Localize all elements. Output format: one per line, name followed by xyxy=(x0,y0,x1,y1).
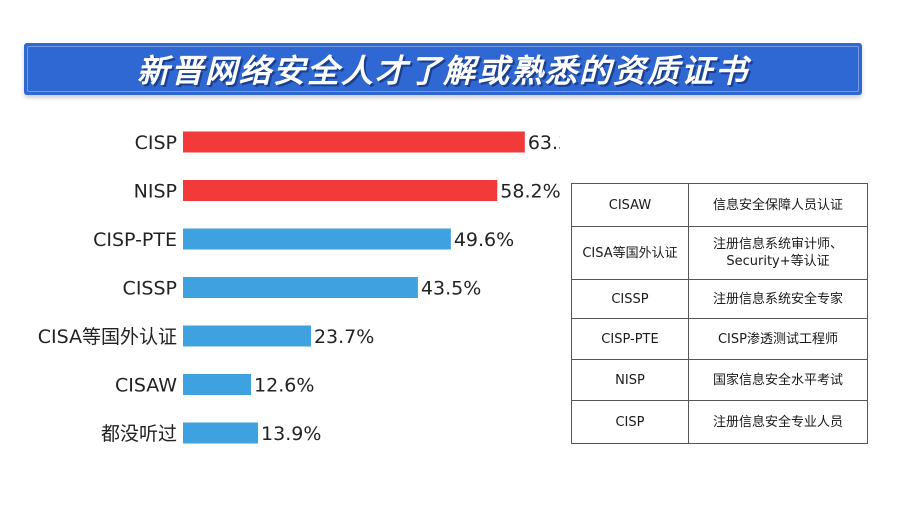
bar-chart: CISP 63.3% NISP 58.2% CISP-PTE 49.6% CISSP 43.5… xyxy=(38,131,560,445)
description-line: 注册信息系统审计师、 xyxy=(712,237,843,252)
bar xyxy=(183,228,451,250)
certificate-name: CISAW xyxy=(571,183,689,227)
table-row: CISA等国外认证 注册信息系统审计师、 Security+等认证 xyxy=(571,226,868,280)
value-label: 63.3% xyxy=(528,132,560,154)
certificate-description: 注册信息安全专业人员 xyxy=(688,400,868,444)
title-banner: 新晋网络安全人才了解或熟悉的资质证书 xyxy=(24,43,862,95)
description-line: CISP渗透测试工程师 xyxy=(717,331,838,347)
description-line: 信息安全保障人员认证 xyxy=(712,197,843,213)
value-label: 23.7% xyxy=(314,326,374,348)
table-row: CISSP 注册信息系统安全专家 xyxy=(571,279,868,319)
certificate-description: 注册信息系统审计师、 Security+等认证 xyxy=(688,226,868,280)
certificate-name: CISP-PTE xyxy=(571,318,689,360)
table-row: CISAW 信息安全保障人员认证 xyxy=(571,183,868,227)
bar xyxy=(183,325,311,347)
bar xyxy=(183,180,498,201)
certificate-description: 注册信息系统安全专家 xyxy=(688,279,868,319)
table-row: CISP-PTE CISP渗透测试工程师 xyxy=(571,318,868,360)
value-label: 12.6% xyxy=(254,375,314,397)
value-label: 43.5% xyxy=(421,278,481,300)
category-label: CISSP xyxy=(123,278,177,300)
certificate-description: 国家信息安全水平考试 xyxy=(688,359,868,401)
certificate-name: CISA等国外认证 xyxy=(571,226,689,280)
certificate-name: NISP xyxy=(571,359,689,401)
bar xyxy=(183,277,418,298)
description-line: 注册信息安全专业人员 xyxy=(712,414,843,430)
category-label: CISP-PTE xyxy=(93,229,177,251)
category-label: CISP xyxy=(135,132,177,154)
description-line: 注册信息系统安全专家 xyxy=(712,291,843,307)
category-label: CISA等国外认证 xyxy=(38,326,177,348)
certificate-name: CISSP xyxy=(571,279,689,319)
bar xyxy=(183,374,252,395)
chart-title: 新晋网络安全人才了解或熟悉的资质证书 xyxy=(136,52,749,90)
table-row: CISP 注册信息安全专业人员 xyxy=(571,400,868,444)
value-label: 49.6% xyxy=(454,229,514,251)
value-label: 13.9% xyxy=(261,423,321,445)
category-label: CISAW xyxy=(115,375,177,397)
category-label: NISP xyxy=(134,181,177,203)
bar xyxy=(183,131,525,153)
description-line: Security+等认证 xyxy=(726,254,830,269)
value-label: 58.2% xyxy=(500,181,560,203)
certificate-name: CISP xyxy=(571,400,689,444)
certificate-table: CISAW 信息安全保障人员认证 CISA等国外认证 注册信息系统审计师、 Securi… xyxy=(571,183,868,444)
bar xyxy=(183,422,259,444)
certificate-description: CISP渗透测试工程师 xyxy=(688,318,868,360)
certificate-description: 信息安全保障人员认证 xyxy=(688,183,868,227)
table-row: NISP 国家信息安全水平考试 xyxy=(571,359,868,401)
description-line: 国家信息安全水平考试 xyxy=(712,372,843,388)
category-label: 都没听过 xyxy=(101,423,177,445)
